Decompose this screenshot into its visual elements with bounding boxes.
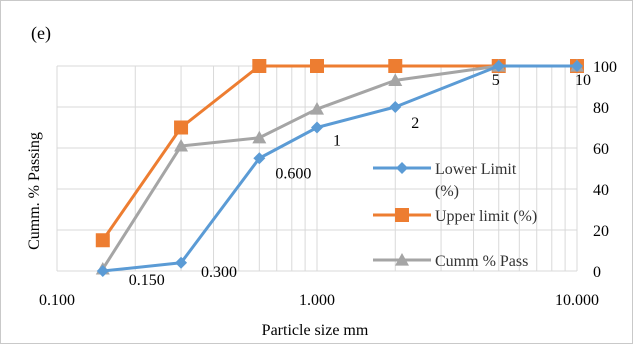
diamond-point <box>492 60 505 72</box>
data-label: 2 <box>411 115 419 132</box>
square-point <box>174 120 189 135</box>
y-tick-label: 20 <box>593 223 609 240</box>
y-tick-label: 100 <box>593 59 617 76</box>
legend-label-line: Lower Limit <box>435 161 517 178</box>
data-label: 5 <box>492 72 500 89</box>
series-layer <box>95 59 584 277</box>
triangle-point <box>388 73 403 86</box>
y-tick-label: 80 <box>593 100 609 117</box>
legend-label: Cumm % Pass <box>435 253 528 270</box>
legend-label-line: (%) <box>435 183 459 200</box>
triangle-point <box>174 138 189 152</box>
text-layer: (e) Particle size mm Cumm. % Passing 020… <box>26 23 617 339</box>
square-point <box>95 233 110 248</box>
triangle-point <box>310 102 324 115</box>
x-tick-label: 0.100 <box>39 292 75 309</box>
diamond-point <box>175 256 188 269</box>
data-label: 0.600 <box>275 165 311 182</box>
square-point <box>388 59 403 73</box>
y-tick-label: 40 <box>593 182 609 199</box>
data-label: 1 <box>333 133 341 150</box>
y-tick-label: 60 <box>593 141 609 158</box>
x-tick-label: 10.000 <box>555 292 599 309</box>
legend: Lower Limit (%) Upper limit (%) Cumm % Pass <box>373 161 537 270</box>
diamond-point <box>96 265 109 277</box>
data-label: 10 <box>575 72 591 89</box>
x-axis-title: Particle size mm <box>262 322 369 339</box>
legend-item-triangle: Cumm % Pass <box>373 253 528 270</box>
square-point <box>310 59 324 73</box>
y-axis-title: Cumm. % Passing <box>26 132 43 250</box>
diamond-point <box>571 60 583 72</box>
diamond-point <box>253 152 266 165</box>
series-diamond <box>96 60 583 277</box>
legend-label: Upper limit (%) <box>435 208 537 225</box>
data-label: 0.150 <box>129 272 165 289</box>
legend-swatch-marker <box>395 208 409 222</box>
data-label: 0.300 <box>201 264 237 281</box>
y-tick-label: 0 <box>593 264 601 281</box>
legend-item-square: Upper limit (%) <box>373 208 537 225</box>
legend-item-diamond: Lower Limit (%) <box>373 161 517 200</box>
legend-swatch-marker <box>396 162 408 174</box>
legend-swatch-marker <box>395 253 409 266</box>
x-tick-label: 1.000 <box>299 292 335 309</box>
diamond-point <box>311 121 323 134</box>
legend-label: Lower Limit (%) <box>435 161 517 200</box>
panel-label: (e) <box>31 23 51 44</box>
square-point <box>252 59 267 73</box>
diamond-point <box>389 101 402 113</box>
triangle-point <box>252 130 267 144</box>
